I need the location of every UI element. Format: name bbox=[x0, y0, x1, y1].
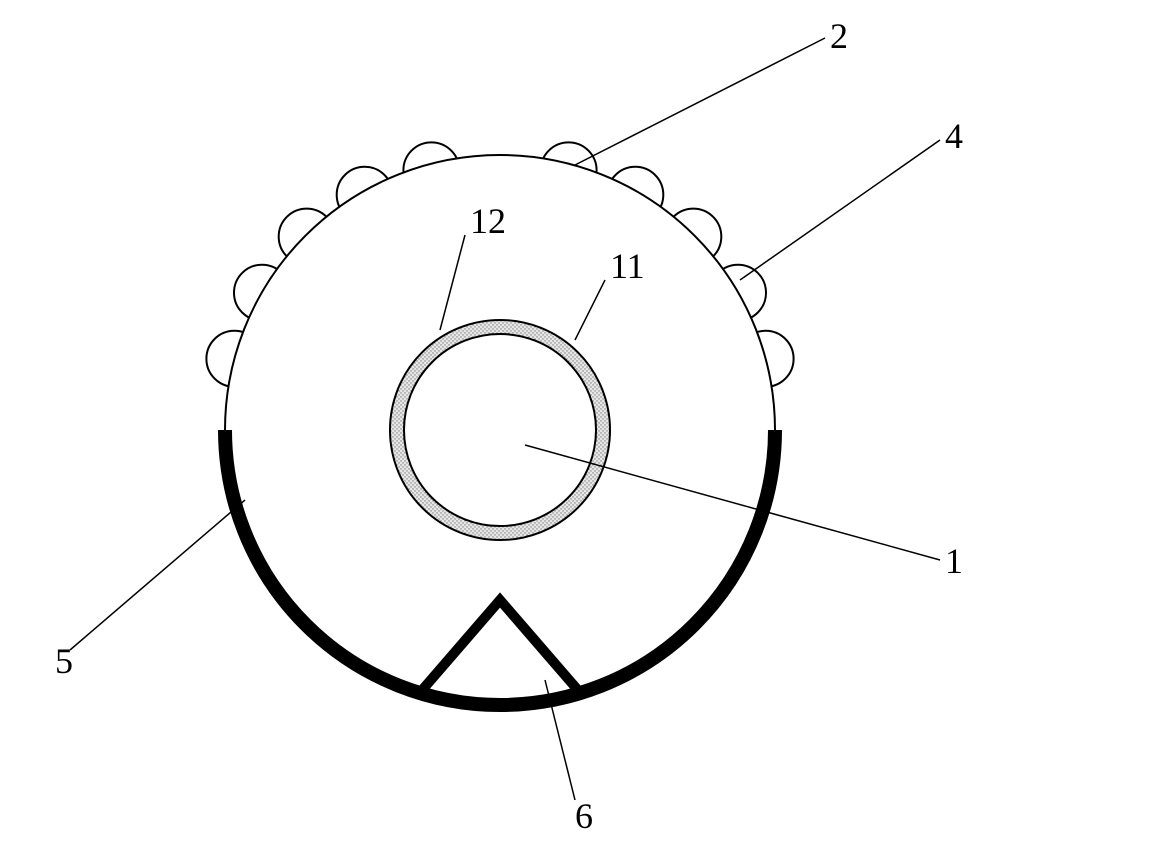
label-6: 6 bbox=[575, 795, 593, 837]
technical-diagram bbox=[0, 0, 1150, 851]
label-12: 12 bbox=[470, 200, 506, 242]
label-1: 1 bbox=[945, 540, 963, 582]
label-11: 11 bbox=[610, 245, 645, 287]
label-5: 5 bbox=[55, 640, 73, 682]
inner-ring-inner-boundary bbox=[404, 334, 596, 526]
label-4: 4 bbox=[945, 115, 963, 157]
label-2: 2 bbox=[830, 15, 848, 57]
